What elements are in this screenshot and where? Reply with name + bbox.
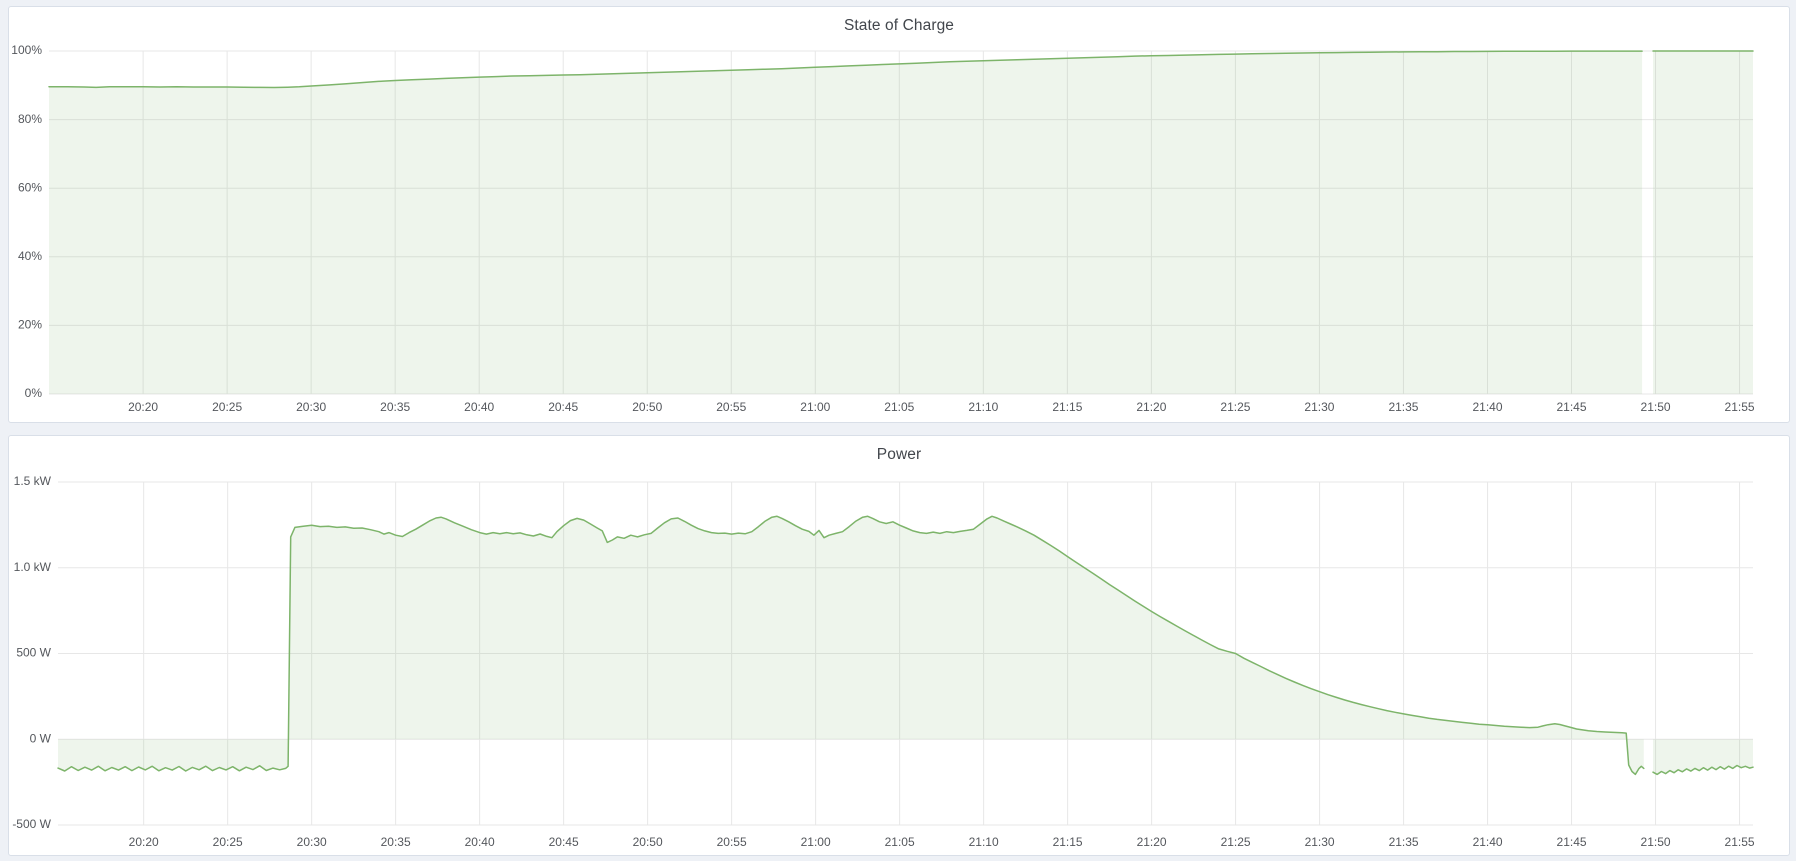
x-axis-tick-label: 21:25 [1220, 400, 1250, 414]
x-axis-tick-label: 20:20 [129, 835, 159, 849]
series-area [58, 516, 1644, 775]
y-axis-tick-label: 0% [25, 386, 43, 400]
x-axis-tick-label: 21:10 [968, 400, 998, 414]
x-axis-tick-label: 20:55 [717, 835, 747, 849]
x-axis-tick-label: 21:25 [1221, 835, 1251, 849]
x-axis-tick-label: 21:35 [1388, 400, 1418, 414]
y-axis-tick-label: -500 W [12, 817, 51, 831]
x-axis-tick-label: 21:20 [1137, 835, 1167, 849]
x-axis-tick-label: 20:45 [549, 835, 579, 849]
x-axis-tick-label: 21:55 [1725, 835, 1755, 849]
x-axis-tick-label: 20:40 [465, 835, 495, 849]
x-axis-tick-label: 20:50 [633, 835, 663, 849]
x-axis-tick-label: 21:00 [800, 400, 830, 414]
x-axis-tick-label: 21:05 [884, 400, 914, 414]
y-axis-tick-label: 500 W [16, 646, 51, 660]
x-axis-tick-label: 21:15 [1052, 400, 1082, 414]
series-line [48, 50, 1643, 89]
series-area [1653, 51, 1753, 394]
series-line [1652, 764, 1754, 776]
y-axis-tick-label: 60% [18, 180, 42, 194]
y-axis-tick-label: 20% [18, 318, 42, 332]
series-area [1653, 739, 1753, 775]
power-panel: Power -500 W 0 W 500 W 1.0 kW 1.5 kW 20:20 20:… [8, 435, 1790, 856]
x-axis-tick-label: 20:25 [212, 400, 242, 414]
x-axis-tick-label: 21:15 [1053, 835, 1083, 849]
x-axis-tick-label: 21:20 [1136, 400, 1166, 414]
power-chart-plot[interactable]: -500 W 0 W 500 W 1.0 kW 1.5 kW 20:20 20:25 20:3… [9, 436, 1789, 855]
x-axis-tick-label: 21:40 [1472, 400, 1502, 414]
soc-panel: State of Charge 0% 20% 40% 60% 80% 100% 20:20 2… [8, 6, 1790, 423]
x-axis-tick-label: 20:40 [464, 400, 494, 414]
y-axis-tick-label: 1.5 kW [14, 474, 52, 488]
y-axis-tick-label: 1.0 kW [14, 560, 52, 574]
power-panel-title: Power [876, 446, 922, 463]
x-axis-tick-label: 20:25 [213, 835, 243, 849]
y-axis-tick-label: 40% [18, 249, 42, 263]
x-axis-tick-label: 20:35 [381, 835, 411, 849]
y-axis-tick-label: 100% [11, 43, 42, 57]
x-axis-tick-label: 21:35 [1389, 835, 1419, 849]
soc-chart-plot[interactable]: 0% 20% 40% 60% 80% 100% 20:20 20:25 20:30 20:35 20… [9, 7, 1789, 422]
x-axis-tick-label: 21:05 [885, 835, 915, 849]
y-axis-tick-label: 80% [18, 112, 42, 126]
x-axis-tick-label: 21:45 [1556, 400, 1586, 414]
series-area [49, 51, 1643, 394]
x-axis-tick-label: 21:50 [1641, 400, 1671, 414]
x-axis-tick-label: 21:50 [1641, 835, 1671, 849]
y-axis-tick-label: 0 W [30, 731, 52, 745]
x-axis-tick-label: 20:20 [128, 400, 158, 414]
x-axis-tick-label: 20:30 [297, 835, 327, 849]
x-axis-tick-label: 20:55 [716, 400, 746, 414]
series-line [57, 515, 1645, 776]
x-axis-tick-label: 21:40 [1473, 835, 1503, 849]
x-axis-tick-label: 20:50 [632, 400, 662, 414]
x-axis-tick-label: 20:30 [296, 400, 326, 414]
x-axis-tick-label: 21:00 [801, 835, 831, 849]
x-axis-tick-label: 21:10 [969, 835, 999, 849]
x-axis-tick-label: 21:30 [1304, 400, 1334, 414]
x-axis-tick-label: 20:45 [548, 400, 578, 414]
x-axis-tick-label: 21:30 [1305, 835, 1335, 849]
soc-panel-title: State of Charge [843, 17, 955, 34]
x-axis-tick-label: 21:45 [1557, 835, 1587, 849]
x-axis-tick-label: 21:55 [1725, 400, 1755, 414]
x-axis-tick-label: 20:35 [380, 400, 410, 414]
